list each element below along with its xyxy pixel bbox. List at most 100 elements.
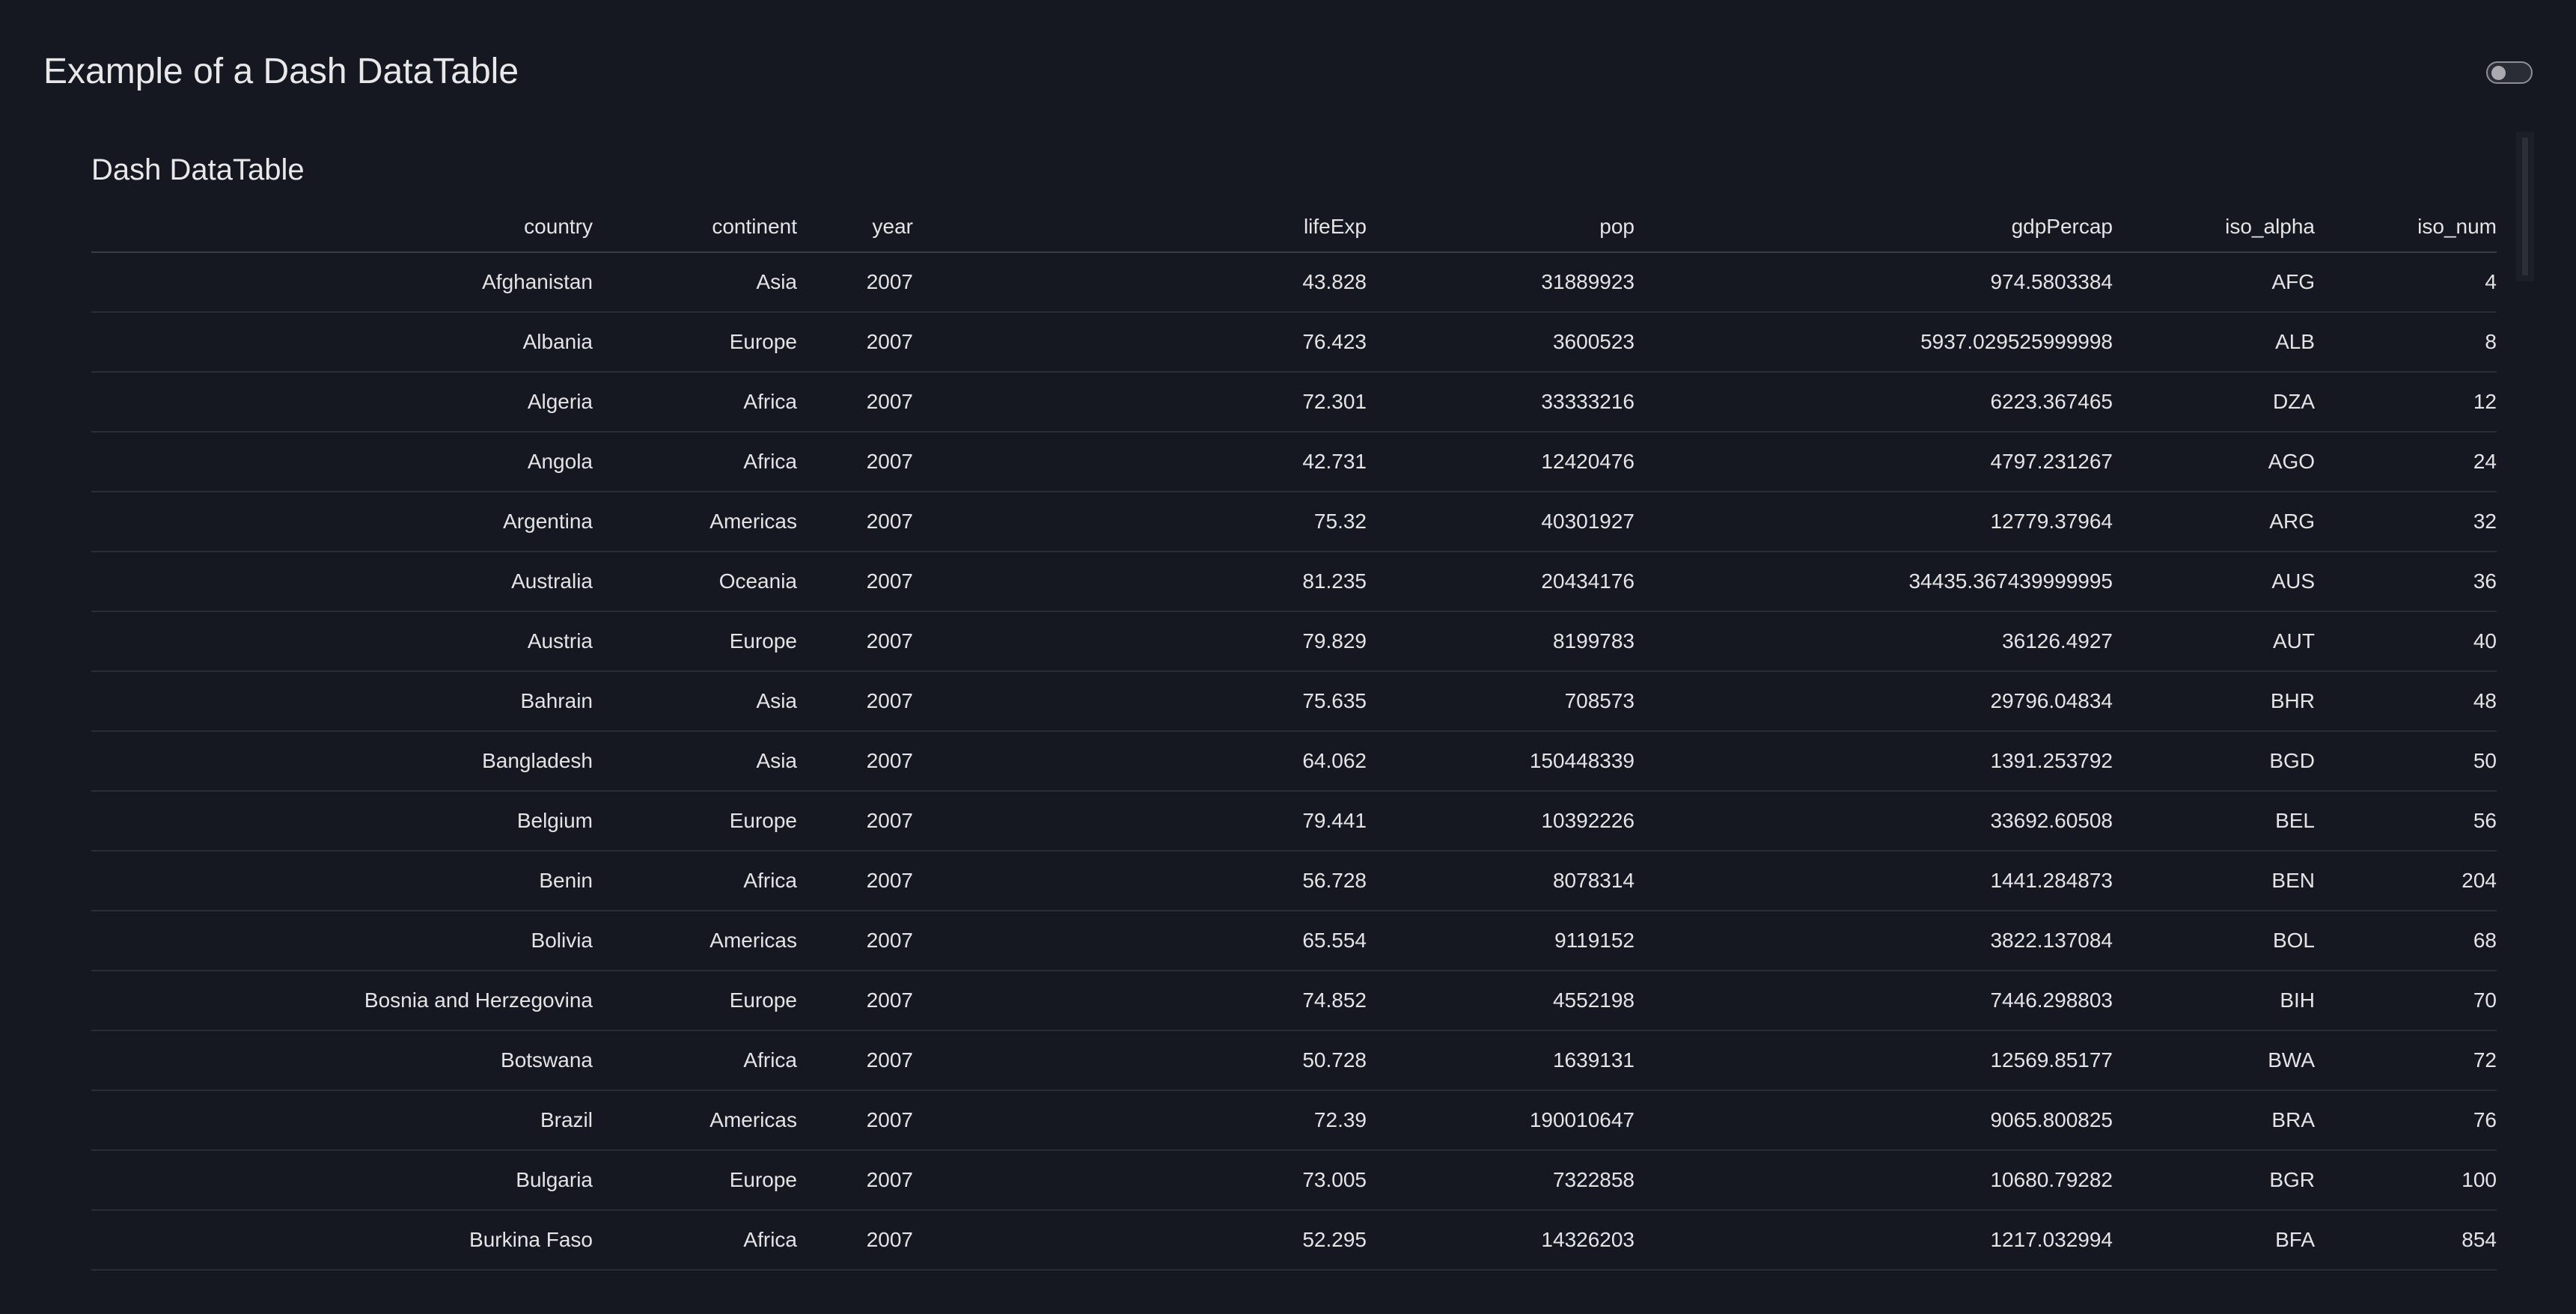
cell-pop[interactable]: 12420476 bbox=[1367, 432, 1635, 492]
cell-lifeexp[interactable]: 74.852 bbox=[913, 971, 1367, 1031]
cell-pop[interactable]: 150448339 bbox=[1367, 731, 1635, 792]
cell-lifeexp[interactable]: 79.441 bbox=[913, 791, 1367, 852]
cell-lifeexp[interactable]: 52.295 bbox=[913, 1210, 1367, 1271]
table-row[interactable]: Argentina Americas 2007 75.32 40301927 12779.… bbox=[91, 492, 2497, 552]
cell-continent[interactable]: Asia bbox=[593, 252, 797, 313]
cell-pop[interactable]: 10392226 bbox=[1367, 791, 1635, 852]
cell-pop[interactable]: 708573 bbox=[1367, 671, 1635, 732]
cell-gdppercap[interactable]: 9065.800825 bbox=[1635, 1090, 2113, 1151]
table-row[interactable]: Bosnia and Herzegovina Europe 2007 74.852 45… bbox=[91, 971, 2497, 1031]
cell-gdppercap[interactable]: 1441.284873 bbox=[1635, 851, 2113, 911]
cell-lifeexp[interactable]: 72.301 bbox=[913, 372, 1367, 433]
cell-year[interactable]: 2007 bbox=[797, 611, 913, 672]
table-row[interactable]: Botswana Africa 2007 50.728 1639131 12569.851… bbox=[91, 1030, 2497, 1091]
cell-gdppercap[interactable]: 3822.137084 bbox=[1635, 911, 2113, 971]
cell-year[interactable]: 2007 bbox=[797, 551, 913, 612]
cell-lifeexp[interactable]: 64.062 bbox=[913, 731, 1367, 792]
cell-year[interactable]: 2007 bbox=[797, 1030, 913, 1091]
scrollbar-thumb[interactable] bbox=[2522, 138, 2528, 275]
cell-iso-num[interactable]: 4 bbox=[2315, 252, 2497, 313]
cell-iso-num[interactable]: 70 bbox=[2315, 971, 2497, 1031]
cell-gdppercap[interactable]: 974.5803384 bbox=[1635, 252, 2113, 313]
cell-continent[interactable]: Americas bbox=[593, 492, 797, 552]
column-header-iso-alpha[interactable]: iso_alpha bbox=[2113, 202, 2315, 253]
cell-gdppercap[interactable]: 7446.298803 bbox=[1635, 971, 2113, 1031]
cell-year[interactable]: 2007 bbox=[797, 312, 913, 373]
table-row[interactable]: Belgium Europe 2007 79.441 10392226 33692.605… bbox=[91, 791, 2497, 852]
table-row[interactable]: Angola Africa 2007 42.731 12420476 4797.23126… bbox=[91, 432, 2497, 492]
column-header-iso-num[interactable]: iso_num bbox=[2315, 202, 2497, 253]
column-header-lifeexp[interactable]: lifeExp bbox=[913, 202, 1367, 253]
table-row[interactable]: Bangladesh Asia 2007 64.062 150448339 1391.25… bbox=[91, 731, 2497, 792]
cell-iso-num[interactable]: 204 bbox=[2315, 851, 2497, 911]
cell-iso-alpha[interactable]: BOL bbox=[2113, 911, 2315, 971]
cell-year[interactable]: 2007 bbox=[797, 492, 913, 552]
table-row[interactable]: Bahrain Asia 2007 75.635 708573 29796.04834 BH… bbox=[91, 671, 2497, 732]
cell-iso-alpha[interactable]: BHR bbox=[2113, 671, 2315, 732]
cell-country[interactable]: Benin bbox=[91, 851, 593, 911]
cell-country[interactable]: Bangladesh bbox=[91, 731, 593, 792]
cell-pop[interactable]: 8078314 bbox=[1367, 851, 1635, 911]
cell-pop[interactable]: 4552198 bbox=[1367, 971, 1635, 1031]
cell-gdppercap[interactable]: 36126.4927 bbox=[1635, 611, 2113, 672]
cell-gdppercap[interactable]: 10680.79282 bbox=[1635, 1150, 2113, 1211]
cell-continent[interactable]: Americas bbox=[593, 1090, 797, 1151]
cell-lifeexp[interactable]: 42.731 bbox=[913, 432, 1367, 492]
cell-iso-alpha[interactable]: BGD bbox=[2113, 731, 2315, 792]
cell-year[interactable]: 2007 bbox=[797, 1150, 913, 1211]
column-header-continent[interactable]: continent bbox=[593, 202, 797, 253]
theme-toggle[interactable] bbox=[2486, 61, 2533, 84]
table-row[interactable]: Bulgaria Europe 2007 73.005 7322858 10680.792… bbox=[91, 1150, 2497, 1211]
cell-country[interactable]: Bosnia and Herzegovina bbox=[91, 971, 593, 1031]
cell-continent[interactable]: Americas bbox=[593, 911, 797, 971]
cell-gdppercap[interactable]: 4797.231267 bbox=[1635, 432, 2113, 492]
cell-pop[interactable]: 7322858 bbox=[1367, 1150, 1635, 1211]
cell-iso-alpha[interactable]: BEN bbox=[2113, 851, 2315, 911]
cell-iso-num[interactable]: 8 bbox=[2315, 312, 2497, 373]
cell-country[interactable]: Belgium bbox=[91, 791, 593, 852]
cell-pop[interactable]: 8199783 bbox=[1367, 611, 1635, 672]
cell-continent[interactable]: Europe bbox=[593, 611, 797, 672]
cell-lifeexp[interactable]: 76.423 bbox=[913, 312, 1367, 373]
column-header-gdppercap[interactable]: gdpPercap bbox=[1635, 202, 2113, 253]
cell-year[interactable]: 2007 bbox=[797, 731, 913, 792]
cell-pop[interactable]: 1639131 bbox=[1367, 1030, 1635, 1091]
cell-country[interactable]: Afghanistan bbox=[91, 252, 593, 313]
cell-lifeexp[interactable]: 50.728 bbox=[913, 1030, 1367, 1091]
cell-iso-num[interactable]: 76 bbox=[2315, 1090, 2497, 1151]
cell-iso-num[interactable]: 32 bbox=[2315, 492, 2497, 552]
cell-continent[interactable]: Africa bbox=[593, 1210, 797, 1271]
cell-iso-num[interactable]: 854 bbox=[2315, 1210, 2497, 1271]
cell-continent[interactable]: Africa bbox=[593, 1030, 797, 1091]
cell-gdppercap[interactable]: 29796.04834 bbox=[1635, 671, 2113, 732]
cell-lifeexp[interactable]: 79.829 bbox=[913, 611, 1367, 672]
cell-continent[interactable]: Africa bbox=[593, 372, 797, 433]
cell-pop[interactable]: 20434176 bbox=[1367, 551, 1635, 612]
cell-iso-alpha[interactable]: BFA bbox=[2113, 1210, 2315, 1271]
cell-iso-num[interactable]: 72 bbox=[2315, 1030, 2497, 1091]
cell-year[interactable]: 2007 bbox=[797, 1210, 913, 1271]
cell-iso-num[interactable]: 50 bbox=[2315, 731, 2497, 792]
cell-year[interactable]: 2007 bbox=[797, 671, 913, 732]
cell-year[interactable]: 2007 bbox=[797, 372, 913, 433]
cell-iso-alpha[interactable]: ALB bbox=[2113, 312, 2315, 373]
cell-year[interactable]: 2007 bbox=[797, 971, 913, 1031]
cell-iso-alpha[interactable]: BEL bbox=[2113, 791, 2315, 852]
table-row[interactable]: Albania Europe 2007 76.423 3600523 5937.02952… bbox=[91, 312, 2497, 373]
cell-continent[interactable]: Africa bbox=[593, 851, 797, 911]
cell-country[interactable]: Bulgaria bbox=[91, 1150, 593, 1211]
cell-continent[interactable]: Europe bbox=[593, 312, 797, 373]
cell-continent[interactable]: Africa bbox=[593, 432, 797, 492]
cell-gdppercap[interactable]: 33692.60508 bbox=[1635, 791, 2113, 852]
cell-gdppercap[interactable]: 5937.029525999998 bbox=[1635, 312, 2113, 373]
cell-country[interactable]: Albania bbox=[91, 312, 593, 373]
column-header-pop[interactable]: pop bbox=[1367, 202, 1635, 253]
cell-iso-alpha[interactable]: DZA bbox=[2113, 372, 2315, 433]
cell-iso-alpha[interactable]: AGO bbox=[2113, 432, 2315, 492]
cell-year[interactable]: 2007 bbox=[797, 252, 913, 313]
cell-lifeexp[interactable]: 75.32 bbox=[913, 492, 1367, 552]
cell-continent[interactable]: Europe bbox=[593, 791, 797, 852]
cell-pop[interactable]: 190010647 bbox=[1367, 1090, 1635, 1151]
cell-iso-num[interactable]: 36 bbox=[2315, 551, 2497, 612]
table-row[interactable]: Austria Europe 2007 79.829 8199783 36126.4927… bbox=[91, 611, 2497, 672]
